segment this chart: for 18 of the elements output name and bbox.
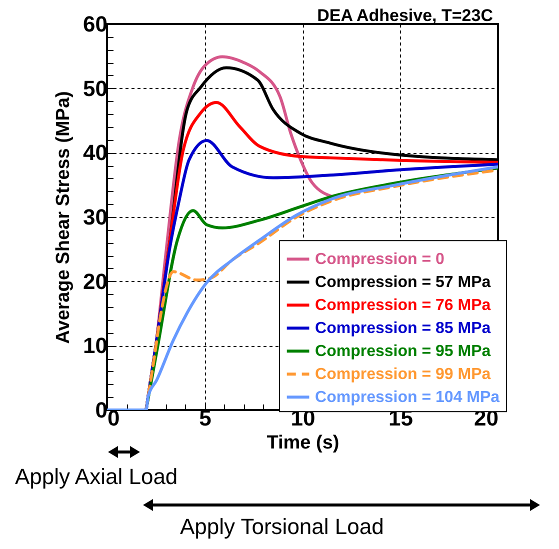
legend-label: Compression = 76 MPa xyxy=(315,297,491,314)
y-tick-label: 40 xyxy=(83,140,108,166)
annotation: DEA Adhesive, T=23C xyxy=(317,6,493,26)
y-tick-label: 20 xyxy=(83,268,108,294)
y-tick-label: 60 xyxy=(83,12,108,36)
text: Apply Axial Load xyxy=(15,464,178,490)
y-tick-label: 30 xyxy=(83,204,108,230)
legend-label: Compression = 0 xyxy=(315,251,445,268)
y-tick-label: 50 xyxy=(83,76,108,101)
x-axis-title: Time (s) xyxy=(266,432,340,454)
legend-label: Compression = 85 MPa xyxy=(315,320,491,338)
legend-label: Compression = 99 MPa xyxy=(315,366,491,384)
text: Apply Torsional Load xyxy=(180,514,384,540)
y-tick-label: 10 xyxy=(83,333,108,358)
legend-label: Compression = 57 MPa xyxy=(315,274,491,292)
y-axis-title: Average Shear Stress (MPa) xyxy=(53,91,74,344)
legend-label: Compression = 104 MPa xyxy=(315,389,500,406)
legend-label: Compression = 95 MPa xyxy=(315,343,491,360)
